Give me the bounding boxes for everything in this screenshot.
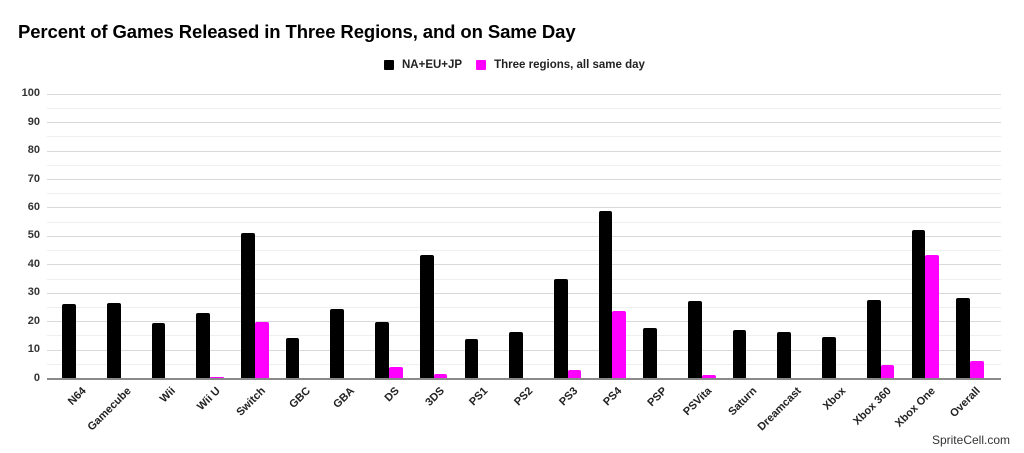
gridline [47,93,1001,95]
legend-item-na-eu-jp: NA+EU+JP [384,59,462,71]
x-tick-label: Gamecube [85,384,134,433]
gridline [47,264,1001,266]
y-tick-label: 100 [21,87,40,100]
x-tick-label: PS2 [512,384,536,408]
bar-same-day-ps3 [567,370,582,379]
legend-label: Three regions, all same day [494,59,645,71]
bar-same-day-psvita [701,374,716,379]
bar-same-day-xbox-360 [880,365,895,379]
x-tick-label: PS3 [556,384,580,408]
bar-na-eu-jp-gbc [285,338,300,379]
bar-na-eu-jp-ps2 [509,332,523,379]
y-tick-label: 70 [27,172,40,185]
bar-na-eu-jp-switch [241,232,255,379]
x-tick-label: PSP [645,384,670,409]
gridline [47,235,1001,237]
x-tick-label: PSVita [680,384,714,418]
bar-na-eu-jp-ds [375,322,389,379]
bar-na-eu-jp-wii-u [196,313,211,379]
y-tick-label: 40 [27,257,40,270]
gridline [47,179,1001,181]
gridline [47,207,1001,209]
bar-na-eu-jp-psp [643,328,658,379]
bar-same-day-wii-u [210,377,224,379]
bar-same-day-ps4 [612,311,627,379]
legend-item-same-day: Three regions, all same day [476,59,645,71]
bar-na-eu-jp-gamecube [106,302,121,379]
x-tick-label: Switch [234,384,268,419]
bar-na-eu-jp-xbox-one [911,229,926,379]
x-tick-label: Xbox [820,384,849,413]
x-tick-label: 3DS [422,384,447,409]
minor-gridline [47,250,1001,252]
y-tick-label: 90 [27,115,40,128]
x-tick-label: Overall [947,384,983,420]
gridline [47,292,1001,294]
bar-na-eu-jp-n64 [62,303,76,379]
minor-gridline [47,164,1001,166]
bar-na-eu-jp-xbox-360 [866,300,881,379]
y-tick-label: 30 [27,286,40,299]
watermark: SpriteCell.com [931,433,1010,447]
gridline [47,321,1001,323]
x-tick-label: Wii [158,384,179,405]
minor-gridline [47,108,1001,109]
bar-na-eu-jp-3ds [419,255,434,379]
x-axis-baseline [47,378,1001,380]
x-tick-label: GBC [286,384,313,411]
x-tick-label: N64 [65,384,89,408]
x-tick-label: GBA [331,384,358,411]
gridline [47,122,1001,124]
bar-na-eu-jp-xbox [822,337,836,379]
y-tick-label: 60 [27,200,40,213]
bar-same-day-3ds [433,373,448,379]
bar-na-eu-jp-ps4 [598,211,613,379]
bar-na-eu-jp-gba [330,309,345,379]
bar-same-day-switch [254,322,269,379]
minor-gridline [47,335,1001,337]
x-tick-label: Saturn [725,384,759,418]
y-tick-label: 10 [27,343,40,356]
bar-na-eu-jp-ps3 [553,279,568,379]
x-tick-label: PS1 [467,384,491,408]
bar-na-eu-jp-overall [956,298,970,379]
x-tick-label: Wii U [195,384,223,413]
x-tick-label: Dreamcast [755,384,804,433]
gridline [47,349,1001,351]
x-tick-label: PS4 [601,384,625,408]
bar-same-day-ds [388,367,403,379]
minor-gridline [47,221,1001,223]
chart-title: Percent of Games Released in Three Regio… [18,21,576,42]
bar-same-day-xbox-one [925,254,940,379]
minor-gridline [47,136,1001,138]
legend-swatch-magenta [476,60,487,70]
legend-label: NA+EU+JP [402,59,463,71]
y-tick-label: 20 [27,314,40,327]
bar-na-eu-jp-wii [151,323,166,379]
bar-na-eu-jp-ps1 [464,338,479,379]
bar-na-eu-jp-dreamcast [777,332,792,379]
bar-na-eu-jp-saturn [732,330,747,379]
x-tick-label: Xbox One [893,384,939,430]
minor-gridline [47,193,1001,195]
bar-na-eu-jp-psvita [688,301,702,379]
y-tick-label: 50 [27,229,40,242]
minor-gridline [47,363,1001,365]
y-tick-label: 0 [33,371,40,384]
minor-gridline [47,306,1001,308]
y-tick-label: 80 [27,144,40,157]
legend-swatch-black [384,60,394,70]
gridline [47,150,1001,152]
x-tick-label: DS [382,384,402,404]
x-tick-label: Xbox 360 [850,384,894,428]
legend: NA+EU+JP Three regions, all same day [384,59,659,71]
minor-gridline [47,278,1001,280]
bar-same-day-overall [970,360,984,379]
